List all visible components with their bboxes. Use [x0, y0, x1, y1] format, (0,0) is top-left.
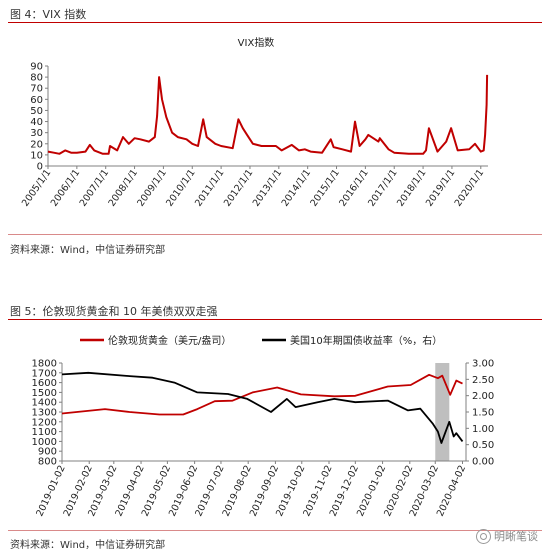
- gold-price-line: [61, 373, 463, 416]
- figure4-top-rule: [8, 22, 542, 23]
- gold-right-tick-label: 1.00: [472, 424, 494, 435]
- gold-right-tick-label: 2.00: [472, 391, 494, 402]
- vix-chart-title: VIX指数: [238, 36, 275, 49]
- vix-y-tick-label: 90: [30, 62, 43, 73]
- gold-left-tick-label: 1700: [32, 368, 57, 379]
- watermark: 明晰笔谈: [476, 528, 538, 544]
- vix-chart: VIX指数 01020304050607080902005/1/12006/1/…: [20, 36, 489, 209]
- vix-y-tick-label: 60: [30, 95, 43, 106]
- figure5-bottom-rule: [8, 530, 542, 531]
- figure5-label: 图 5：伦敦现货黄金和 10 年美债双双走强: [10, 305, 218, 318]
- gold-x-tick-label: 2020-04-02: [435, 464, 468, 519]
- gold-right-tick-label: 0.50: [472, 440, 494, 451]
- vix-y-tick-label: 20: [30, 139, 43, 150]
- vix-series-line: [47, 74, 489, 155]
- vix-y-tick-label: 10: [30, 150, 43, 161]
- vix-y-tick-label: 80: [30, 73, 43, 84]
- gold-left-tick-label: 800: [38, 457, 57, 468]
- gold-left-tick-label: 1300: [32, 408, 57, 419]
- vix-x-tick-label: 2020/1/1: [453, 167, 486, 208]
- vix-y-tick-label: 0: [37, 162, 43, 173]
- vix-y-tick-label: 30: [30, 128, 43, 139]
- treasury-yield-line: [61, 371, 464, 444]
- watermark-text: 明晰笔谈: [494, 529, 538, 543]
- vix-y-tick-label: 50: [30, 106, 43, 117]
- gold-right-tick-label: 0.00: [472, 457, 494, 468]
- gold-left-tick-label: 1400: [32, 398, 57, 409]
- gold-right-tick-label: 2.50: [472, 375, 494, 386]
- figure4-label: 图 4：VIX 指数: [10, 8, 87, 21]
- gold-left-tick-label: 1000: [32, 437, 57, 448]
- wechat-icon: [476, 529, 491, 544]
- gold-left-tick-label: 900: [38, 447, 57, 458]
- legend-label-treasury: 美国10年期国债收益率（%，右）: [290, 334, 442, 347]
- gold-right-tick-label: 3.00: [472, 359, 494, 370]
- figure5-top-rule: [8, 319, 542, 320]
- gold-left-tick-label: 1800: [32, 359, 57, 370]
- gold-right-tick-label: 1.50: [472, 408, 494, 419]
- chart-legend: 伦敦现货黄金（美元/盎司） 美国10年期国债收益率（%，右）: [80, 334, 442, 347]
- vix-y-tick-label: 70: [30, 84, 43, 95]
- gold-left-tick-label: 1100: [32, 427, 57, 438]
- figure4-source: 资料来源：Wind，中信证券研究部: [10, 245, 166, 256]
- figure4-bottom-rule: [8, 234, 542, 235]
- gold-left-tick-label: 1200: [32, 417, 57, 428]
- figure5-source: 资料来源：Wind，中信证券研究部: [10, 540, 166, 551]
- gold-left-tick-label: 1500: [32, 388, 57, 399]
- gold-treasury-chart: 伦敦现货黄金（美元/盎司） 美国10年期国债收益率（%，右） 800900100…: [32, 334, 495, 519]
- vix-y-tick-label: 40: [30, 117, 43, 128]
- legend-label-gold: 伦敦现货黄金（美元/盎司）: [108, 334, 231, 347]
- gold-left-tick-label: 1600: [32, 378, 57, 389]
